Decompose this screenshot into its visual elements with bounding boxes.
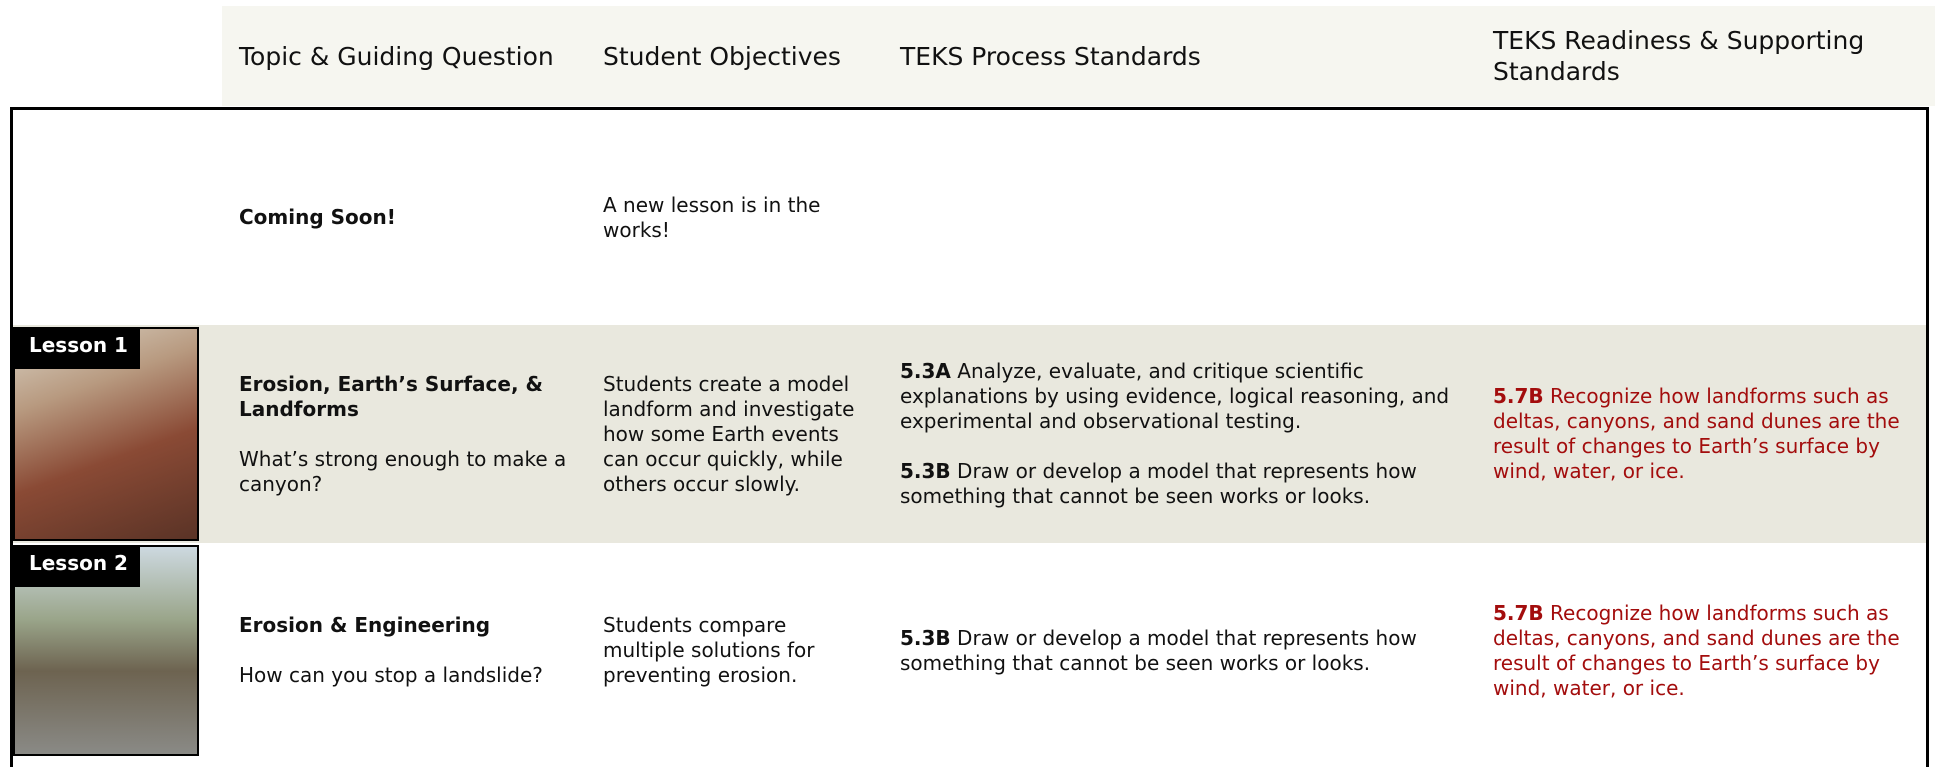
objectives: A new lesson is in the works! (603, 192, 821, 242)
lesson-thumbnail: Lesson 2 (13, 545, 199, 756)
topic-cell: Erosion & Engineering How can you stop a … (239, 543, 579, 758)
topic-title: Erosion, Earth’s Surface, & Landforms (239, 371, 543, 421)
header-cell: TEKS Readiness & Supporting Standards (1493, 26, 1865, 86)
topic-title: Erosion & Engineering (239, 613, 491, 637)
objectives-cell: A new lesson is in the works! (603, 110, 873, 325)
standard: 5.7B Recognize how landforms such as del… (1493, 384, 1918, 484)
standard-code: 5.3B (900, 625, 951, 650)
guiding-question: How can you stop a landslide? (239, 663, 543, 687)
table-row: Lesson 1 Erosion, Earth’s Surface, & Land… (13, 325, 1926, 543)
standard-text: Draw or develop a model that represents … (900, 625, 1417, 675)
standard: 5.3B Draw or develop a model that repres… (900, 626, 1460, 676)
lesson-label: Lesson 2 (15, 547, 140, 587)
table-row: Lesson 2 Erosion & Engineering How can you… (13, 543, 1926, 758)
guiding-question: What’s strong enough to make a canyon? (239, 446, 567, 496)
table-header: Topic & Guiding Question Student Objecti… (222, 6, 1935, 106)
lesson-thumbnail: Lesson 1 (13, 327, 199, 541)
header-cell: Topic & Guiding Question (239, 41, 554, 71)
standard-text: Recognize how landforms such as deltas, … (1493, 384, 1900, 483)
readiness-cell: 5.7B Recognize how landforms such as del… (1493, 543, 1918, 758)
topic-title: Coming Soon! (239, 205, 396, 229)
standard-code: 5.3A (900, 359, 951, 383)
table-border (10, 107, 1929, 767)
standard-text: Draw or develop a model that represents … (900, 459, 1417, 508)
standard-code: 5.3B (900, 459, 951, 483)
standard-code: 5.7B (1493, 384, 1544, 408)
readiness-cell: 5.7B Recognize how landforms such as del… (1493, 325, 1918, 543)
topic-cell: Coming Soon! (239, 110, 579, 325)
standard: 5.7B Recognize how landforms such as del… (1493, 601, 1918, 701)
objectives: Students create a model landform and inv… (603, 371, 855, 496)
header-cell: Student Objectives (603, 41, 841, 71)
topic-cell: Erosion, Earth’s Surface, & Landforms Wha… (239, 325, 579, 543)
process-cell: 5.3A Analyze, evaluate, and critique sci… (900, 325, 1460, 543)
objectives-cell: Students create a model landform and inv… (603, 325, 873, 543)
header-cell: TEKS Process Standards (900, 41, 1201, 71)
standard-text: Analyze, evaluate, and critique scientif… (900, 359, 1450, 433)
process-cell: 5.3B Draw or develop a model that repres… (900, 543, 1460, 758)
standard: 5.3A Analyze, evaluate, and critique sci… (900, 359, 1460, 434)
objectives-cell: Students compare multiple solutions for … (603, 543, 873, 758)
lesson-label: Lesson 1 (15, 329, 140, 369)
standard-text: Recognize how landforms such as deltas, … (1493, 600, 1900, 700)
table-row: Coming Soon! A new lesson is in the works… (13, 110, 1926, 325)
standard: 5.3B Draw or develop a model that repres… (900, 459, 1460, 509)
standard-code: 5.7B (1493, 600, 1544, 625)
objectives: Students compare multiple solutions for … (603, 613, 815, 687)
